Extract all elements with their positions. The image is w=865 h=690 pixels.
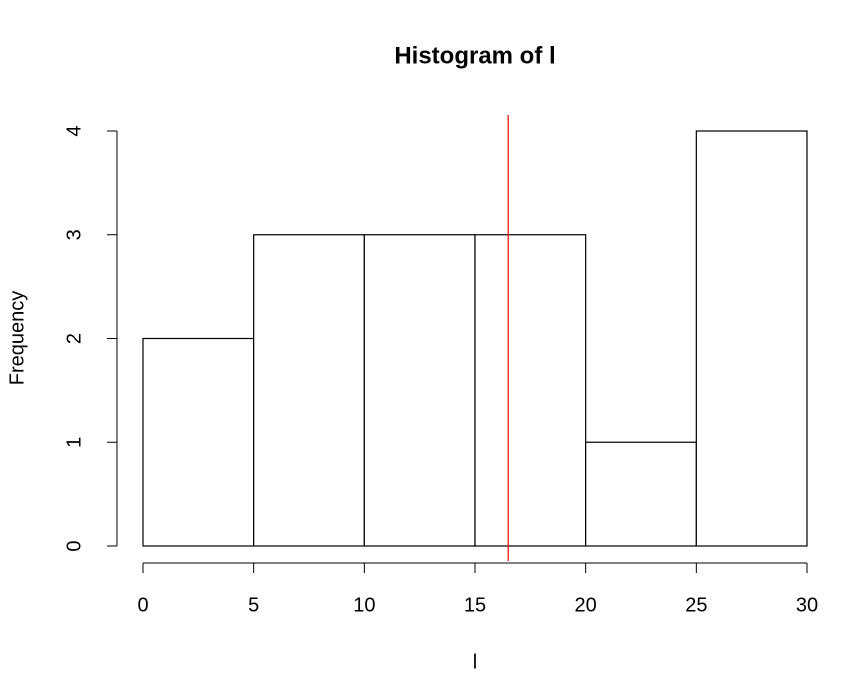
x-tick-label: 15 bbox=[464, 594, 486, 616]
y-tick-label: 1 bbox=[63, 437, 85, 448]
bar bbox=[695, 130, 808, 547]
y-tick-label: 3 bbox=[63, 229, 85, 240]
y-tick-label: 2 bbox=[63, 333, 85, 344]
bar bbox=[363, 234, 476, 547]
x-tick-label: 30 bbox=[796, 594, 818, 616]
x-tick-label: 25 bbox=[685, 594, 707, 616]
x-tick-label: 5 bbox=[248, 594, 259, 616]
bar bbox=[585, 441, 697, 547]
x-tick-label: 0 bbox=[137, 594, 148, 616]
x-axis-label: l bbox=[473, 651, 477, 673]
bar bbox=[142, 337, 255, 547]
y-tick-label: 0 bbox=[63, 540, 85, 551]
y-tick-label: 4 bbox=[63, 125, 85, 136]
chart-title: Histogram of l bbox=[394, 42, 555, 69]
x-tick-label: 10 bbox=[353, 594, 375, 616]
bar bbox=[253, 234, 365, 547]
y-axis-label: Frequency bbox=[6, 291, 28, 386]
x-tick-label: 20 bbox=[575, 594, 597, 616]
bar bbox=[474, 234, 587, 547]
